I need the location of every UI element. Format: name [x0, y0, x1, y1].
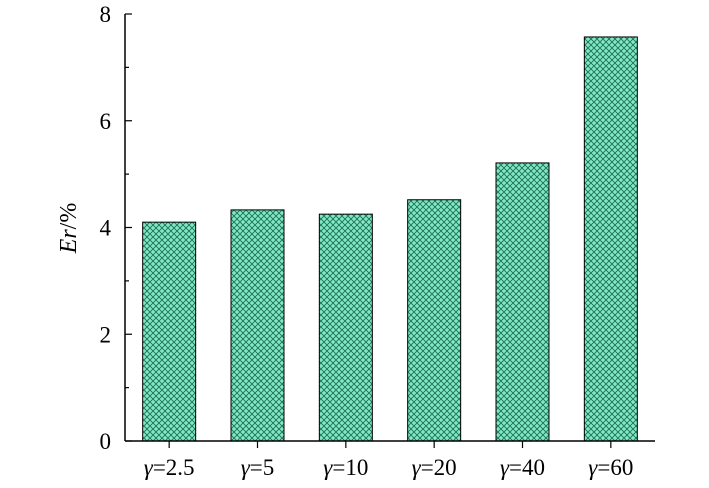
- bar-4: [407, 199, 462, 442]
- axes-layer: [124, 14, 655, 442]
- x-tick-label: γ=2.5: [144, 455, 195, 480]
- x-tick-label: γ=5: [241, 455, 275, 480]
- x-tick-label: γ=40: [500, 455, 545, 480]
- y-ticks: 0 2 4 6 8: [100, 2, 132, 454]
- x-tick-label: γ=10: [323, 455, 368, 480]
- bar-2: [230, 209, 285, 442]
- bars-layer: [142, 36, 638, 442]
- y-tick-label: 0: [100, 429, 112, 454]
- bar-3: [318, 213, 373, 442]
- y-tick-label: 4: [100, 216, 112, 241]
- bar-5: [495, 162, 550, 442]
- y-axis-title-unit: /%: [56, 203, 82, 230]
- y-axis-title: Er/%: [56, 203, 82, 255]
- bar-1: [142, 221, 197, 442]
- bar-6: [583, 36, 638, 442]
- y-axis-title-italic: Er: [56, 229, 82, 255]
- y-tick-label: 2: [100, 322, 112, 347]
- x-tick-label: γ=60: [588, 455, 633, 480]
- x-ticks: γ=2.5 γ=5 γ=10 γ=20 γ=40 γ=60: [144, 441, 633, 480]
- y-tick-label: 8: [100, 2, 112, 27]
- y-tick-label: 6: [100, 109, 112, 134]
- x-tick-label: γ=20: [412, 455, 457, 480]
